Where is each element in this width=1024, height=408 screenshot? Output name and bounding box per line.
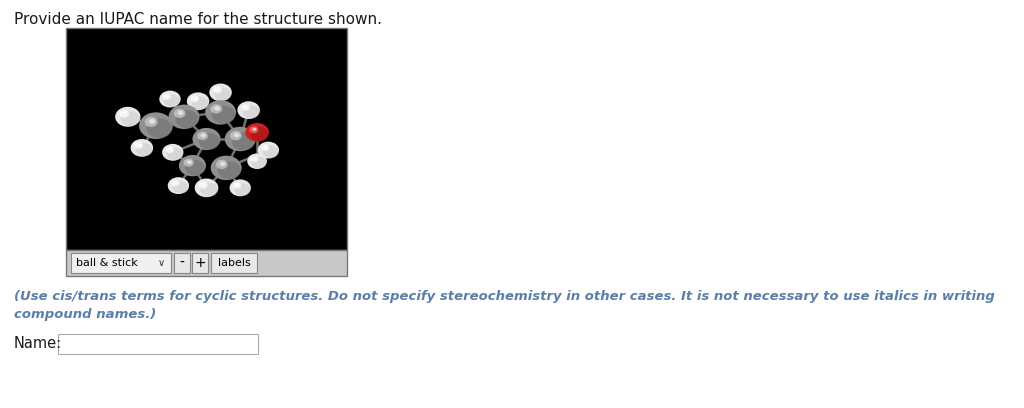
Circle shape <box>185 160 205 176</box>
Circle shape <box>214 106 220 111</box>
Circle shape <box>251 127 268 141</box>
Circle shape <box>171 180 179 186</box>
Text: +: + <box>195 256 206 270</box>
Circle shape <box>168 177 189 194</box>
Circle shape <box>247 153 267 169</box>
Text: Name:: Name: <box>14 337 62 352</box>
Circle shape <box>198 132 208 140</box>
Circle shape <box>216 160 227 169</box>
Circle shape <box>249 126 258 133</box>
Bar <box>58 334 258 354</box>
Bar <box>71 253 171 273</box>
Circle shape <box>230 131 242 140</box>
Bar <box>66 28 347 250</box>
Circle shape <box>243 105 259 119</box>
Circle shape <box>199 182 208 189</box>
Circle shape <box>166 95 170 98</box>
Text: Provide an IUPAC name for the structure shown.: Provide an IUPAC name for the structure … <box>14 12 382 27</box>
Circle shape <box>193 128 220 150</box>
Circle shape <box>233 182 242 188</box>
Bar <box>174 253 190 273</box>
Circle shape <box>252 128 257 131</box>
Circle shape <box>210 104 222 113</box>
Text: (Use cis/trans terms for cyclic structures. Do not specify stereochemistry in ot: (Use cis/trans terms for cyclic structur… <box>14 290 995 321</box>
Circle shape <box>183 159 194 167</box>
Circle shape <box>166 147 174 153</box>
Bar <box>66 250 347 276</box>
Circle shape <box>162 144 183 161</box>
Circle shape <box>199 133 220 150</box>
Circle shape <box>120 110 129 118</box>
Circle shape <box>172 181 188 194</box>
Circle shape <box>216 88 220 91</box>
Circle shape <box>121 111 140 126</box>
Circle shape <box>246 123 269 142</box>
Circle shape <box>146 118 172 138</box>
Circle shape <box>200 183 218 197</box>
Circle shape <box>164 94 180 107</box>
Circle shape <box>139 112 173 139</box>
Circle shape <box>253 157 257 160</box>
Circle shape <box>202 183 206 186</box>
Circle shape <box>229 180 251 196</box>
Text: ∨: ∨ <box>158 258 165 268</box>
Circle shape <box>251 156 258 162</box>
Circle shape <box>163 93 171 100</box>
Circle shape <box>178 111 183 115</box>
Circle shape <box>150 119 156 124</box>
Circle shape <box>174 109 185 118</box>
Circle shape <box>123 112 127 115</box>
Circle shape <box>131 139 154 157</box>
Circle shape <box>224 127 256 151</box>
Circle shape <box>252 157 266 169</box>
Circle shape <box>190 95 200 102</box>
Circle shape <box>194 97 198 100</box>
Circle shape <box>186 92 209 110</box>
Circle shape <box>201 133 206 137</box>
Circle shape <box>167 148 183 160</box>
Circle shape <box>136 143 153 156</box>
Bar <box>211 253 257 273</box>
Circle shape <box>187 160 191 164</box>
Circle shape <box>169 148 172 151</box>
Circle shape <box>231 132 255 151</box>
Circle shape <box>220 162 225 166</box>
Circle shape <box>234 133 240 137</box>
Circle shape <box>209 84 231 101</box>
Circle shape <box>244 106 248 109</box>
Circle shape <box>115 107 140 127</box>
Bar <box>193 253 208 273</box>
Circle shape <box>134 142 143 149</box>
Circle shape <box>236 184 240 186</box>
Circle shape <box>214 87 231 101</box>
Circle shape <box>191 96 209 110</box>
Circle shape <box>137 144 141 146</box>
Circle shape <box>261 144 269 151</box>
Circle shape <box>195 179 218 197</box>
Circle shape <box>234 183 250 196</box>
Circle shape <box>174 182 178 184</box>
Text: labels: labels <box>218 258 251 268</box>
Circle shape <box>213 86 221 93</box>
Circle shape <box>242 104 250 111</box>
Circle shape <box>238 101 260 119</box>
Circle shape <box>175 110 199 129</box>
Circle shape <box>258 142 279 159</box>
Circle shape <box>264 146 268 149</box>
Circle shape <box>205 100 236 124</box>
Text: ball & stick: ball & stick <box>76 258 138 268</box>
Circle shape <box>169 104 200 129</box>
Text: -: - <box>179 256 184 270</box>
Circle shape <box>179 155 206 176</box>
Circle shape <box>218 161 241 180</box>
Circle shape <box>144 117 158 127</box>
Circle shape <box>212 106 236 124</box>
Circle shape <box>211 155 242 180</box>
Circle shape <box>262 146 279 158</box>
Circle shape <box>160 91 180 107</box>
